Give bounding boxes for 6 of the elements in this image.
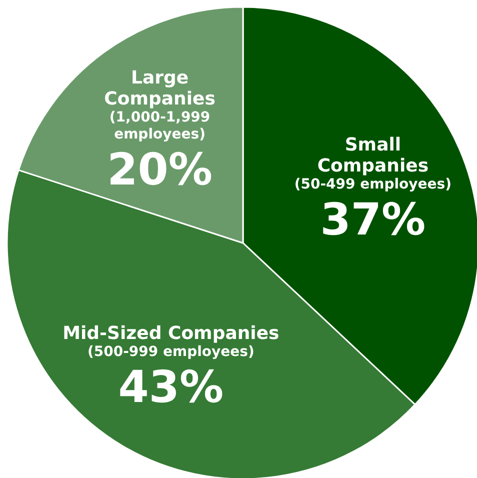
slice-label: Mid-Sized Companies (500-999 employees) [62,322,280,360]
data-label: 20% [107,144,212,196]
data-label: 37% [320,194,426,246]
slice-label: Small Companies (50-499 employees) [294,134,452,192]
slice-label: Large Companies (1,000-1,999 employees) [104,67,216,142]
data-label: 43% [118,362,224,413]
